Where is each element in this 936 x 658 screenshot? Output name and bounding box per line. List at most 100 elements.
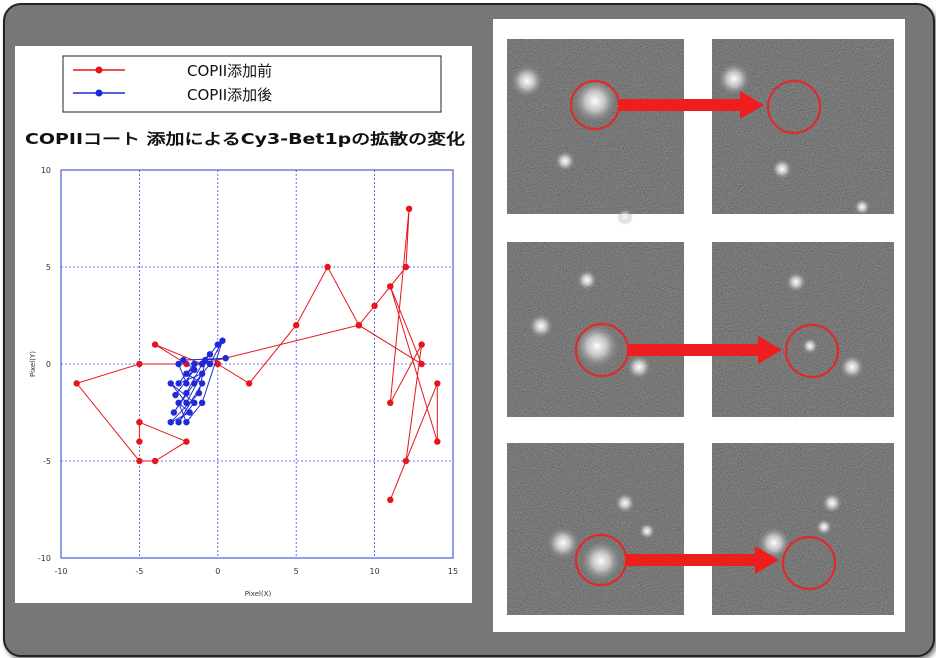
data-point-series-2 xyxy=(167,380,174,387)
legend-label-series-1: COPII添加前 xyxy=(187,62,272,80)
fluorescent-spot xyxy=(772,159,792,179)
scatter-chart: COPII添加前 COPII添加後 COPIIコート 添加によるCy3-Bet1… xyxy=(25,55,465,598)
data-point-series-2 xyxy=(195,389,203,397)
data-point-series-1 xyxy=(418,341,425,348)
legend-box xyxy=(62,55,442,113)
data-point-series-1 xyxy=(136,457,143,465)
x-tick-label: 10 xyxy=(370,567,380,576)
x-tick-label: -5 xyxy=(135,567,143,576)
arrow-shaft xyxy=(626,554,761,566)
y-tick-label: 10 xyxy=(41,166,51,175)
x-tick-label: 5 xyxy=(294,567,299,576)
micrograph-tile xyxy=(712,443,894,615)
arrow-head xyxy=(740,91,764,119)
data-point-series-1 xyxy=(293,322,300,329)
fluorescent-spot xyxy=(627,355,651,379)
data-point-series-2 xyxy=(175,380,182,387)
data-point-series-2 xyxy=(175,419,182,426)
data-point-series-1 xyxy=(387,283,394,290)
fluorescent-spot xyxy=(547,527,579,559)
highlight-circle xyxy=(766,79,822,135)
highlight-circle xyxy=(784,323,840,379)
fluorescent-spot xyxy=(854,199,870,215)
fluorescent-spot xyxy=(758,527,790,559)
micrograph-noise xyxy=(712,443,894,615)
data-point-series-2 xyxy=(198,370,206,377)
data-point-series-2 xyxy=(206,360,214,368)
data-point-series-2 xyxy=(191,380,198,387)
fluorescent-spot xyxy=(802,338,818,354)
fluorescent-spot xyxy=(615,493,635,513)
fluorescent-spot xyxy=(577,270,597,290)
data-point-series-2 xyxy=(198,399,206,406)
data-point-series-2 xyxy=(183,389,190,397)
data-point-series-2 xyxy=(183,419,190,426)
data-point-series-1 xyxy=(434,380,441,387)
arrow-shaft xyxy=(628,344,764,356)
fluorescent-spot xyxy=(718,63,750,95)
legend-marker-series-2 xyxy=(95,89,103,97)
fluorescent-spot xyxy=(639,523,655,539)
data-point-series-1 xyxy=(387,399,394,406)
arrow-head xyxy=(758,336,782,364)
y-tick-label: 0 xyxy=(46,360,51,369)
data-point-series-2 xyxy=(183,399,190,406)
data-point-series-1 xyxy=(136,360,143,368)
arrow-head xyxy=(755,546,779,574)
data-point-series-2 xyxy=(191,360,198,368)
fluorescent-spot xyxy=(822,493,842,513)
x-axis-label: Pixel(X) xyxy=(245,590,272,598)
micrograph-tile xyxy=(507,39,684,225)
fluorescent-spot xyxy=(511,65,543,97)
y-axis-label: Pixel(Y) xyxy=(29,351,37,377)
fluorescent-spot xyxy=(529,314,553,338)
micrograph-grid xyxy=(507,39,894,615)
y-tick-label: -10 xyxy=(38,554,51,563)
fluorescent-spot xyxy=(573,79,617,123)
data-point-series-2 xyxy=(198,380,206,387)
data-point-series-1 xyxy=(371,302,378,309)
data-point-series-1 xyxy=(405,205,413,212)
data-point-series-1 xyxy=(387,496,394,503)
series-line-1 xyxy=(75,208,438,500)
highlight-circle xyxy=(781,535,837,591)
data-point-series-2 xyxy=(191,399,198,406)
micrograph-noise xyxy=(507,443,684,615)
data-point-series-2 xyxy=(219,337,226,344)
data-point-series-2 xyxy=(183,380,190,387)
micrograph-noise xyxy=(507,39,684,214)
x-tick-label: 0 xyxy=(215,567,220,576)
data-point-series-1 xyxy=(214,360,221,368)
data-point-series-2 xyxy=(191,366,198,374)
fluorescent-spot xyxy=(575,324,619,368)
legend-marker-series-1 xyxy=(95,66,103,74)
micrograph-tile xyxy=(712,39,894,215)
data-point-series-1 xyxy=(355,322,363,329)
data-point-series-2 xyxy=(186,409,193,416)
data-point-series-1 xyxy=(245,380,253,387)
data-point-series-2 xyxy=(183,370,190,377)
fluorescent-spot xyxy=(816,519,832,535)
micrograph-tile xyxy=(507,443,684,615)
micrograph-tile xyxy=(507,242,684,417)
data-point-series-2 xyxy=(172,391,179,399)
micrograph-tile xyxy=(712,242,894,417)
data-point-series-1 xyxy=(434,438,441,445)
data-point-series-2 xyxy=(175,360,182,368)
chart-panel: COPII添加前 COPII添加後 COPIIコート 添加によるCy3-Bet1… xyxy=(15,46,472,603)
y-tick-label: -5 xyxy=(43,457,51,466)
y-tick-label: 5 xyxy=(46,263,51,272)
micrograph-noise xyxy=(712,242,894,417)
data-point-series-1 xyxy=(151,457,159,465)
chart-title: COPIIコート 添加によるCy3-Bet1pの拡散の変化 xyxy=(25,130,465,148)
legend-label-series-2: COPII添加後 xyxy=(187,86,272,104)
x-tick-label: 15 xyxy=(448,567,458,576)
data-point-series-2 xyxy=(214,341,221,348)
fluorescent-spot xyxy=(840,355,864,379)
data-point-series-1 xyxy=(151,341,159,348)
data-point-series-1 xyxy=(402,457,410,465)
fluorescent-spot xyxy=(617,209,633,225)
data-point-series-1 xyxy=(73,380,80,387)
data-point-series-2 xyxy=(167,419,174,426)
fluorescent-spot xyxy=(581,541,621,581)
